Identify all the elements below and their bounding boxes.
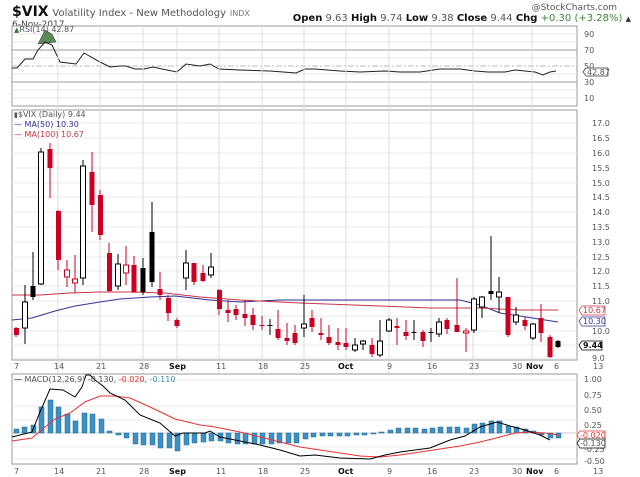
svg-text:0.75: 0.75 [584,391,602,400]
svg-text:30: 30 [584,78,594,87]
exchange: INDX [229,9,250,18]
svg-text:13: 13 [593,467,603,476]
symbol-description: Volatility Index - New Methodology [52,8,227,19]
svg-text:9: 9 [387,467,392,476]
svg-text:16: 16 [427,362,437,371]
symbol: $VIX [12,4,49,20]
svg-text:13.5: 13.5 [592,223,610,232]
svg-text:15.5: 15.5 [592,164,610,173]
svg-text:13.0: 13.0 [592,238,610,247]
svg-text:25: 25 [300,467,310,476]
svg-text:11.5: 11.5 [592,282,610,291]
svg-text:28: 28 [139,362,149,371]
symbol-title: $VIX Volatility Index - New Methodology … [12,4,250,20]
ma100-legend: — MA(100) 10.67 [14,130,84,139]
svg-text:0.25: 0.25 [584,421,602,430]
svg-text:90: 90 [584,30,594,39]
svg-text:6: 6 [554,467,559,476]
svg-text:18: 18 [258,362,268,371]
candle-icon: ▮ [14,111,18,119]
svg-text:12.0: 12.0 [592,267,610,276]
svg-text:7: 7 [14,467,19,476]
svg-text:23: 23 [469,467,479,476]
svg-text:1.00: 1.00 [584,375,602,384]
svg-text:17.0: 17.0 [592,119,610,128]
ma50-tag: 10.30 [583,317,606,326]
svg-text:14: 14 [54,467,64,476]
svg-text:11.0: 11.0 [592,297,610,306]
svg-text:Nov: Nov [526,362,544,371]
svg-text:-0.25: -0.25 [584,445,605,454]
svg-text:6: 6 [554,362,559,371]
svg-text:7: 7 [14,362,19,371]
svg-text:15.0: 15.0 [592,179,610,188]
svg-text:70: 70 [584,46,594,55]
svg-text:9.0: 9.0 [592,354,605,363]
svg-text:25: 25 [300,362,310,371]
rsi-legend: ▲RSI(14) 42.87 [14,25,75,34]
close-tag: 9.44 [583,341,603,350]
svg-text:50: 50 [584,62,594,71]
macd-tag: -0.130 [580,439,606,448]
svg-text:16: 16 [427,467,437,476]
signal-tag: -0.020 [580,431,606,440]
svg-text:16.0: 16.0 [592,149,610,158]
svg-text:14.5: 14.5 [592,193,610,202]
svg-text:21: 21 [96,362,106,371]
svg-text:11: 11 [216,362,226,371]
price-panel: 17.0 16.5 16.0 15.5 15.0 14.5 14.0 13.5 13.0… [11,26,610,464]
svg-text:Nov: Nov [526,467,544,476]
macd-legend: — MACD(12,26,9) -0.130, -0.020, -0.110 [14,375,176,384]
svg-text:13: 13 [593,362,603,371]
svg-text:-0.50: -0.50 [584,457,605,466]
ma100-tag: 10.67 [583,306,606,315]
svg-text:Oct: Oct [338,467,354,476]
svg-text:Sep: Sep [169,362,186,371]
svg-text:23: 23 [469,362,479,371]
svg-text:28: 28 [139,467,149,476]
x-axis-top: 7 14 21 28 Sep 11 18 25 Oct 9 16 23 30 Nov 6 13 [14,362,603,371]
svg-text:16.5: 16.5 [592,134,610,143]
svg-text:14.0: 14.0 [592,208,610,217]
rsi-icon: ▲ [14,26,20,34]
svg-text:12.5: 12.5 [592,253,610,262]
svg-text:10: 10 [584,94,594,103]
svg-text:Oct: Oct [338,362,354,371]
svg-text:21: 21 [96,467,106,476]
ohlc-summary: Open 9.63 High 9.74 Low 9.38 Close 9.44 … [292,13,631,24]
svg-text:Sep: Sep [169,467,186,476]
copyright: @StockCharts.com [531,3,617,13]
svg-text:30: 30 [512,362,522,371]
svg-text:14: 14 [54,362,64,371]
chart-date: 6-Nov-2017 [12,20,65,30]
up-arrow-icon: ▲ [625,15,631,23]
ma50-legend: — MA(50) 10.30 [14,120,79,129]
svg-text:0.50: 0.50 [584,406,602,415]
rsi-panel: 90 70 50 30 10 42.87 [11,25,610,107]
macd-panel: 1.00 0.75 0.50 0.25 -0.25 -0.50 -0.020 -0.1… [11,373,606,466]
x-axis-bottom: 7 14 21 28 Sep 11 18 25 Oct 9 16 23 30 Nov 6 13 [14,467,603,476]
svg-text:11: 11 [216,467,226,476]
price-legend: ▮$VIX (Daily) 9.44 [14,110,86,119]
svg-text:18: 18 [258,467,268,476]
svg-text:9: 9 [387,362,392,371]
svg-text:30: 30 [512,467,522,476]
svg-text:10.0: 10.0 [592,327,610,336]
rsi-current-tag: 42.87 [587,68,610,77]
